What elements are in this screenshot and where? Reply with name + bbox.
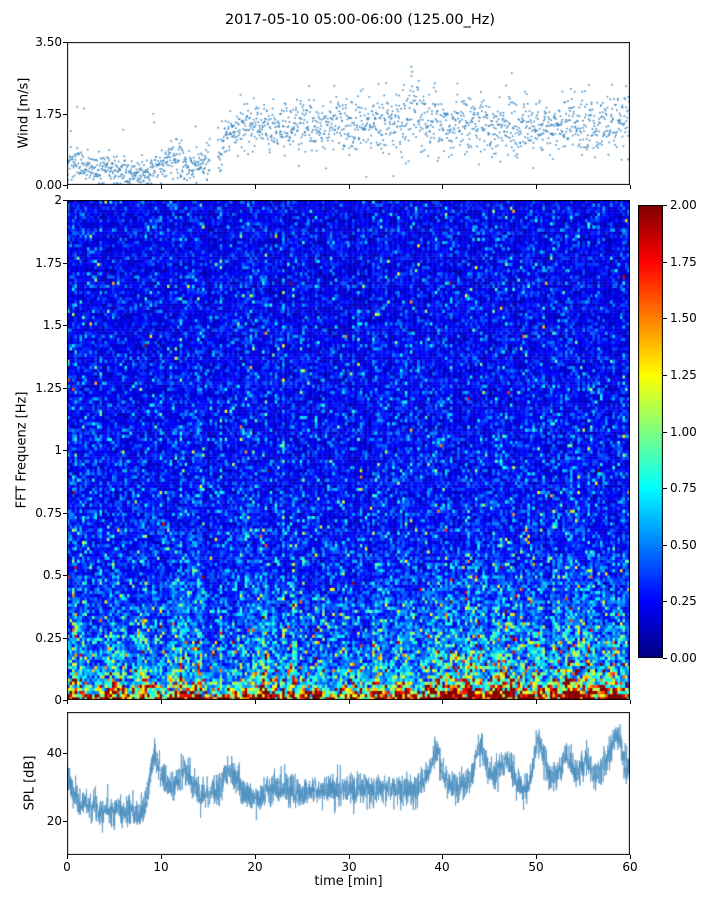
wind-xtick	[349, 185, 350, 189]
spl-xtick	[67, 855, 68, 859]
spl-ytick-label: 40	[46, 746, 62, 760]
x-axis-label: time [min]	[314, 874, 383, 889]
fft-xtick	[630, 700, 631, 704]
spl-line-panel	[67, 712, 630, 855]
fft-ytick	[63, 700, 67, 701]
chart-title: 2017-05-10 05:00-06:00 (125.00_Hz)	[224, 12, 496, 28]
colorbar-tick-label: 1.75	[670, 255, 697, 269]
spl-xtick	[630, 855, 631, 859]
fft-ytick	[63, 325, 67, 326]
fft-xtick	[161, 700, 162, 704]
colorbar-tick-label: 1.00	[670, 425, 697, 439]
fft-ytick	[63, 575, 67, 576]
spectrogram-panel	[67, 200, 630, 700]
spl-ytick	[63, 821, 67, 822]
x-tick-label: 50	[528, 860, 544, 874]
x-tick-label: 40	[434, 860, 450, 874]
spl-y-axis-label: SPL [dB]	[22, 755, 38, 811]
wind-ytick	[63, 114, 67, 115]
colorbar	[638, 205, 663, 658]
fft-ytick-label: 1	[54, 443, 62, 457]
fft-xtick	[349, 700, 350, 704]
colorbar-tick	[663, 375, 667, 376]
wind-scatter-panel	[67, 42, 630, 185]
colorbar-tick	[663, 601, 667, 602]
wind-xtick	[442, 185, 443, 189]
colorbar-tick	[663, 658, 667, 659]
fft-ytick	[63, 450, 67, 451]
colorbar-tick-label: 0.00	[670, 651, 697, 665]
fft-ytick	[63, 513, 67, 514]
spl-xtick	[161, 855, 162, 859]
colorbar-tick-label: 0.50	[670, 538, 697, 552]
fft-xtick	[255, 700, 256, 704]
fft-ytick-label: 1.75	[35, 256, 62, 270]
wind-xtick	[630, 185, 631, 189]
wind-xtick	[536, 185, 537, 189]
fft-ytick	[63, 200, 67, 201]
x-tick-label: 10	[153, 860, 169, 874]
wind-ytick	[63, 185, 67, 186]
wind-ytick-label: 0.00	[35, 178, 62, 192]
fft-ytick	[63, 638, 67, 639]
spl-xtick	[442, 855, 443, 859]
colorbar-tick-label: 0.75	[670, 481, 697, 495]
colorbar-tick	[663, 262, 667, 263]
fft-ytick-label: 0	[54, 693, 62, 707]
colorbar-tick-label: 1.25	[670, 368, 697, 382]
colorbar-tick-label: 1.50	[670, 311, 697, 325]
spl-xtick	[255, 855, 256, 859]
fft-ytick-label: 2	[54, 193, 62, 207]
fft-ytick-label: 0.25	[35, 631, 62, 645]
spl-xtick	[536, 855, 537, 859]
fft-ytick-label: 0.5	[42, 568, 62, 582]
fft-xtick	[442, 700, 443, 704]
fft-ytick	[63, 388, 67, 389]
spl-ytick	[63, 753, 67, 754]
wind-xtick	[67, 185, 68, 189]
colorbar-tick	[663, 488, 667, 489]
x-tick-label: 60	[622, 860, 638, 874]
fft-ytick-label: 1.5	[42, 318, 62, 332]
wind-xtick	[255, 185, 256, 189]
fft-ytick	[63, 263, 67, 264]
x-tick-label: 0	[63, 860, 71, 874]
colorbar-tick	[663, 545, 667, 546]
wind-xtick	[161, 185, 162, 189]
spl-ytick-label: 20	[46, 814, 62, 828]
spl-xtick	[349, 855, 350, 859]
wind-ytick-label: 1.75	[35, 107, 62, 121]
colorbar-tick-label: 2.00	[670, 198, 697, 212]
colorbar-tick-label: 0.25	[670, 594, 697, 608]
x-tick-label: 30	[341, 860, 357, 874]
fft-ytick-label: 1.25	[35, 381, 62, 395]
x-tick-label: 20	[247, 860, 263, 874]
colorbar-tick	[663, 432, 667, 433]
colorbar-tick	[663, 318, 667, 319]
fft-xtick	[67, 700, 68, 704]
wind-ytick-label: 3.50	[35, 35, 62, 49]
fft-ytick-label: 0.75	[35, 506, 62, 520]
fft-xtick	[536, 700, 537, 704]
wind-ytick	[63, 42, 67, 43]
colorbar-tick	[663, 205, 667, 206]
